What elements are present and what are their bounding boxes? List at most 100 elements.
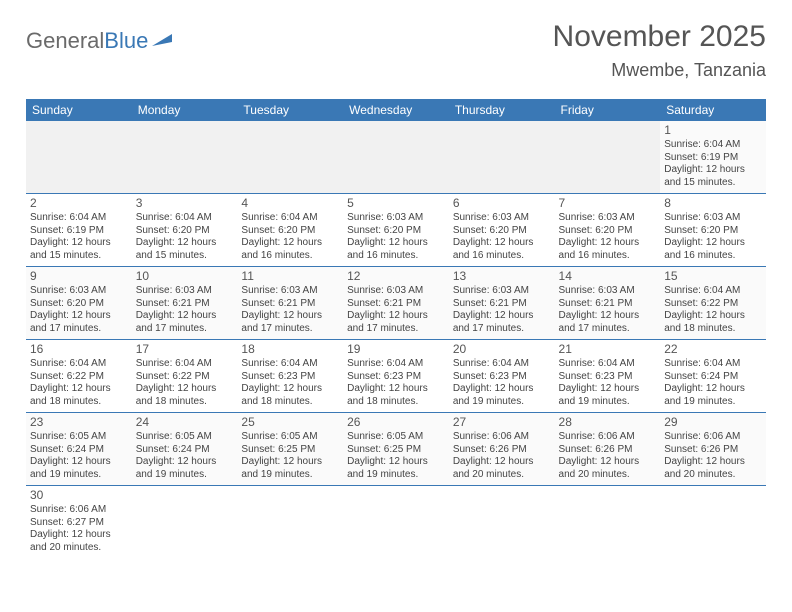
daylight-text: and 19 minutes.	[453, 396, 551, 409]
sunrise-text: Sunrise: 6:03 AM	[453, 285, 551, 298]
day-number: 1	[664, 123, 762, 138]
sunrise-text: Sunrise: 6:03 AM	[241, 285, 339, 298]
daylight-text: Daylight: 12 hours	[30, 529, 128, 542]
sunrise-text: Sunrise: 6:03 AM	[559, 285, 657, 298]
daylight-text: Daylight: 12 hours	[30, 310, 128, 323]
sunrise-text: Sunrise: 6:04 AM	[136, 212, 234, 225]
sunrise-text: Sunrise: 6:04 AM	[30, 358, 128, 371]
daylight-text: Daylight: 12 hours	[347, 383, 445, 396]
daylight-text: and 15 minutes.	[136, 250, 234, 263]
sunrise-text: Sunrise: 6:04 AM	[664, 285, 762, 298]
calendar-cell: 16Sunrise: 6:04 AMSunset: 6:22 PMDayligh…	[26, 340, 132, 413]
calendar-cell	[343, 121, 449, 194]
logo: GeneralBlue	[26, 28, 176, 54]
calendar-cell	[132, 486, 238, 559]
sunset-text: Sunset: 6:26 PM	[664, 444, 762, 457]
title-block: November 2025 Mwembe, Tanzania	[553, 20, 766, 81]
daylight-text: and 16 minutes.	[453, 250, 551, 263]
day-number: 11	[241, 269, 339, 284]
sunrise-text: Sunrise: 6:04 AM	[241, 212, 339, 225]
sunset-text: Sunset: 6:20 PM	[559, 225, 657, 238]
sunrise-text: Sunrise: 6:06 AM	[453, 431, 551, 444]
day-number: 23	[30, 415, 128, 430]
daylight-text: and 20 minutes.	[664, 469, 762, 482]
sunset-text: Sunset: 6:21 PM	[347, 298, 445, 311]
daylight-text: and 20 minutes.	[559, 469, 657, 482]
day-header: Sunday	[26, 99, 132, 121]
daylight-text: Daylight: 12 hours	[664, 237, 762, 250]
calendar-cell: 30Sunrise: 6:06 AMSunset: 6:27 PMDayligh…	[26, 486, 132, 559]
calendar-cell	[132, 121, 238, 194]
sunrise-text: Sunrise: 6:04 AM	[241, 358, 339, 371]
daylight-text: and 19 minutes.	[347, 469, 445, 482]
daylight-text: Daylight: 12 hours	[453, 310, 551, 323]
sunrise-text: Sunrise: 6:06 AM	[664, 431, 762, 444]
sunset-text: Sunset: 6:26 PM	[559, 444, 657, 457]
day-header: Thursday	[449, 99, 555, 121]
sunset-text: Sunset: 6:26 PM	[453, 444, 551, 457]
calendar-cell	[26, 121, 132, 194]
day-number: 12	[347, 269, 445, 284]
sunset-text: Sunset: 6:20 PM	[30, 298, 128, 311]
daylight-text: Daylight: 12 hours	[664, 310, 762, 323]
calendar-cell: 9Sunrise: 6:03 AMSunset: 6:20 PMDaylight…	[26, 267, 132, 340]
daylight-text: Daylight: 12 hours	[136, 310, 234, 323]
daylight-text: Daylight: 12 hours	[241, 383, 339, 396]
sunset-text: Sunset: 6:25 PM	[241, 444, 339, 457]
daylight-text: and 18 minutes.	[30, 396, 128, 409]
calendar-cell: 14Sunrise: 6:03 AMSunset: 6:21 PMDayligh…	[555, 267, 661, 340]
day-number: 28	[559, 415, 657, 430]
sunrise-text: Sunrise: 6:04 AM	[136, 358, 234, 371]
sunset-text: Sunset: 6:19 PM	[664, 152, 762, 165]
daylight-text: and 17 minutes.	[559, 323, 657, 336]
daylight-text: and 18 minutes.	[664, 323, 762, 336]
sunset-text: Sunset: 6:20 PM	[453, 225, 551, 238]
daylight-text: Daylight: 12 hours	[136, 237, 234, 250]
sunset-text: Sunset: 6:19 PM	[30, 225, 128, 238]
calendar-cell	[660, 486, 766, 559]
calendar-cell	[449, 121, 555, 194]
calendar-cell	[555, 486, 661, 559]
day-number: 21	[559, 342, 657, 357]
day-number: 17	[136, 342, 234, 357]
sunrise-text: Sunrise: 6:06 AM	[30, 504, 128, 517]
calendar-week-row: 23Sunrise: 6:05 AMSunset: 6:24 PMDayligh…	[26, 413, 766, 486]
calendar-cell: 6Sunrise: 6:03 AMSunset: 6:20 PMDaylight…	[449, 194, 555, 267]
calendar-cell: 1Sunrise: 6:04 AMSunset: 6:19 PMDaylight…	[660, 121, 766, 194]
daylight-text: and 19 minutes.	[241, 469, 339, 482]
day-number: 9	[30, 269, 128, 284]
daylight-text: Daylight: 12 hours	[347, 310, 445, 323]
day-number: 4	[241, 196, 339, 211]
day-header: Tuesday	[237, 99, 343, 121]
daylight-text: Daylight: 12 hours	[453, 383, 551, 396]
sunset-text: Sunset: 6:24 PM	[136, 444, 234, 457]
calendar-cell: 10Sunrise: 6:03 AMSunset: 6:21 PMDayligh…	[132, 267, 238, 340]
daylight-text: and 20 minutes.	[30, 542, 128, 555]
daylight-text: Daylight: 12 hours	[30, 237, 128, 250]
calendar-week-row: 9Sunrise: 6:03 AMSunset: 6:20 PMDaylight…	[26, 267, 766, 340]
day-number: 16	[30, 342, 128, 357]
day-number: 24	[136, 415, 234, 430]
flag-icon	[148, 28, 176, 54]
calendar-cell: 5Sunrise: 6:03 AMSunset: 6:20 PMDaylight…	[343, 194, 449, 267]
day-number: 6	[453, 196, 551, 211]
day-header: Saturday	[660, 99, 766, 121]
day-header: Friday	[555, 99, 661, 121]
day-number: 30	[30, 488, 128, 503]
daylight-text: and 17 minutes.	[136, 323, 234, 336]
calendar-cell: 11Sunrise: 6:03 AMSunset: 6:21 PMDayligh…	[237, 267, 343, 340]
sunset-text: Sunset: 6:23 PM	[241, 371, 339, 384]
day-header-row: Sunday Monday Tuesday Wednesday Thursday…	[26, 99, 766, 121]
sunrise-text: Sunrise: 6:03 AM	[559, 212, 657, 225]
daylight-text: and 16 minutes.	[241, 250, 339, 263]
calendar-cell: 18Sunrise: 6:04 AMSunset: 6:23 PMDayligh…	[237, 340, 343, 413]
day-number: 29	[664, 415, 762, 430]
calendar-week-row: 1Sunrise: 6:04 AMSunset: 6:19 PMDaylight…	[26, 121, 766, 194]
day-number: 14	[559, 269, 657, 284]
daylight-text: and 16 minutes.	[664, 250, 762, 263]
calendar-cell: 23Sunrise: 6:05 AMSunset: 6:24 PMDayligh…	[26, 413, 132, 486]
day-header: Monday	[132, 99, 238, 121]
daylight-text: Daylight: 12 hours	[347, 237, 445, 250]
sunrise-text: Sunrise: 6:04 AM	[30, 212, 128, 225]
calendar-cell	[343, 486, 449, 559]
